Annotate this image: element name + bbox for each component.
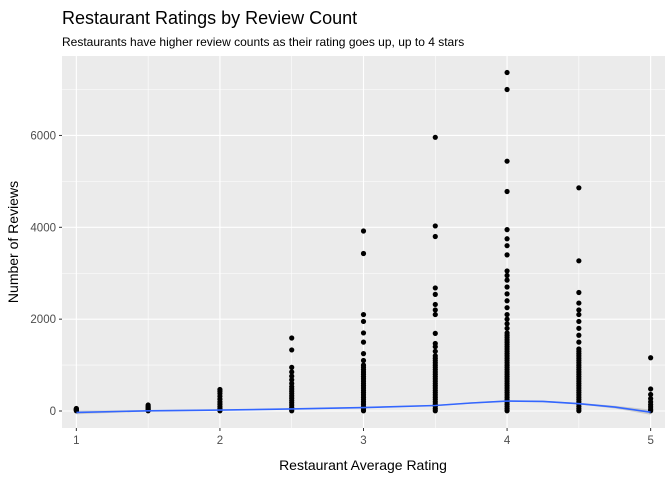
data-point — [504, 236, 510, 242]
data-point — [504, 284, 510, 290]
data-point — [504, 330, 510, 336]
data-point — [432, 285, 438, 291]
data-point — [73, 405, 79, 412]
x-axis-title: Restaurant Average Rating — [279, 457, 447, 473]
x-tick-label: 3 — [360, 435, 366, 447]
x-tick-label: 5 — [647, 435, 653, 447]
data-point — [576, 258, 582, 264]
data-point — [504, 305, 510, 311]
data-point — [432, 134, 438, 140]
data-point — [504, 243, 510, 249]
data-point — [504, 291, 510, 297]
y-tick-label: 6000 — [30, 130, 56, 142]
x-tick-label: 1 — [73, 435, 79, 447]
data-point — [360, 357, 367, 364]
data-point — [360, 250, 367, 257]
data-point — [504, 86, 510, 93]
data-point — [289, 335, 295, 341]
data-point — [432, 340, 438, 347]
data-point — [504, 272, 510, 279]
y-axis-ticks: 0 2000 4000 6000 — [30, 130, 62, 418]
data-point — [504, 252, 510, 258]
data-point — [576, 307, 582, 313]
data-point — [360, 330, 367, 336]
data-point — [360, 339, 367, 345]
data-point — [504, 277, 510, 283]
data-point — [432, 301, 438, 308]
chart-title: Restaurant Ratings by Review Count — [62, 8, 357, 28]
data-point — [576, 289, 582, 296]
data-point — [648, 391, 654, 398]
data-point — [504, 325, 510, 331]
data-point — [504, 188, 510, 195]
data-point — [289, 347, 295, 353]
x-axis-ticks: 1 2 3 4 5 — [73, 428, 654, 447]
y-tick-label: 2000 — [30, 314, 56, 326]
data-point — [217, 386, 223, 393]
data-point — [432, 348, 438, 354]
smooth-line-layer — [76, 400, 651, 414]
data-point — [648, 386, 654, 392]
data-point — [360, 362, 367, 368]
points-layer — [73, 69, 654, 414]
y-tick-label: 0 — [50, 406, 56, 418]
data-point — [576, 318, 582, 325]
x-tick-label: 4 — [504, 435, 511, 447]
data-point — [432, 223, 438, 229]
y-axis-title: Number of Reviews — [5, 181, 21, 303]
data-point — [289, 373, 295, 379]
smooth-trend-line — [76, 400, 651, 414]
data-point — [504, 311, 510, 318]
data-point — [432, 353, 438, 359]
data-point — [360, 311, 367, 318]
data-point — [360, 228, 367, 234]
data-point — [145, 402, 151, 408]
data-point — [576, 185, 582, 191]
data-point — [504, 268, 510, 274]
data-point — [360, 318, 367, 325]
data-point — [576, 332, 582, 338]
x-tick-label: 2 — [217, 435, 223, 447]
data-point — [360, 351, 367, 357]
data-point — [576, 339, 582, 345]
data-point — [576, 300, 582, 306]
data-point — [432, 311, 438, 318]
data-point — [289, 369, 295, 375]
data-point — [576, 311, 582, 318]
data-point — [432, 233, 438, 240]
data-point — [289, 380, 295, 387]
data-point — [504, 316, 510, 322]
data-point — [432, 307, 438, 313]
data-point — [576, 325, 582, 331]
data-point — [504, 321, 510, 327]
data-point — [648, 355, 654, 361]
data-point — [504, 69, 510, 76]
y-tick-label: 4000 — [30, 222, 56, 234]
data-point — [504, 298, 510, 304]
chart-subtitle: Restaurants have higher review counts as… — [62, 35, 464, 49]
data-point — [432, 291, 438, 297]
data-point — [504, 227, 510, 233]
data-point — [504, 158, 510, 164]
data-point — [289, 377, 295, 383]
data-point — [432, 330, 438, 336]
data-point — [289, 364, 295, 370]
data-point — [648, 396, 654, 402]
data-point — [576, 346, 582, 352]
